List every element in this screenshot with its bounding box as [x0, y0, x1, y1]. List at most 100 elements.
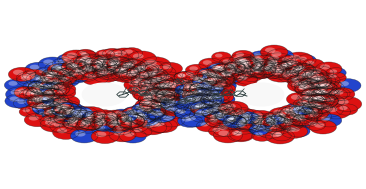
Circle shape [227, 113, 249, 124]
Circle shape [55, 113, 65, 118]
Circle shape [196, 96, 206, 101]
Circle shape [249, 125, 269, 135]
Circle shape [154, 111, 164, 116]
Circle shape [268, 60, 277, 65]
Circle shape [106, 68, 116, 73]
Circle shape [122, 116, 132, 122]
Circle shape [52, 102, 81, 117]
Circle shape [307, 77, 327, 88]
Circle shape [247, 64, 276, 79]
Circle shape [311, 90, 321, 95]
Circle shape [46, 71, 57, 77]
Circle shape [156, 85, 163, 89]
Circle shape [264, 58, 288, 71]
Circle shape [278, 68, 298, 79]
Circle shape [150, 77, 170, 88]
Circle shape [147, 120, 172, 132]
Circle shape [69, 117, 78, 122]
Circle shape [157, 88, 181, 100]
Circle shape [305, 97, 314, 101]
Circle shape [102, 66, 128, 79]
Circle shape [182, 88, 208, 101]
Circle shape [297, 94, 318, 105]
Circle shape [262, 113, 282, 123]
Circle shape [239, 58, 247, 62]
Circle shape [211, 100, 231, 110]
Circle shape [194, 77, 205, 82]
Circle shape [230, 67, 241, 73]
Circle shape [184, 95, 210, 108]
Circle shape [152, 122, 161, 127]
Circle shape [210, 64, 236, 77]
Circle shape [220, 112, 228, 116]
Circle shape [75, 109, 83, 113]
Circle shape [218, 115, 226, 119]
Circle shape [160, 103, 185, 116]
Circle shape [313, 88, 335, 99]
Circle shape [10, 96, 20, 102]
Circle shape [272, 68, 291, 78]
Circle shape [201, 90, 209, 94]
Circle shape [147, 101, 156, 106]
Circle shape [108, 64, 127, 74]
Circle shape [14, 98, 36, 109]
Circle shape [219, 65, 229, 70]
Circle shape [128, 112, 138, 116]
Circle shape [308, 100, 327, 110]
Circle shape [48, 84, 58, 90]
Circle shape [160, 91, 167, 95]
Circle shape [158, 83, 170, 89]
Circle shape [74, 55, 104, 71]
Circle shape [79, 51, 86, 55]
Circle shape [48, 109, 56, 113]
Circle shape [229, 118, 236, 122]
Circle shape [154, 96, 175, 107]
Circle shape [136, 114, 147, 119]
Circle shape [201, 83, 224, 95]
Circle shape [163, 98, 171, 102]
Circle shape [59, 106, 88, 121]
Circle shape [216, 68, 246, 83]
Circle shape [236, 60, 247, 65]
Circle shape [21, 76, 31, 81]
Circle shape [253, 126, 260, 130]
Circle shape [281, 58, 306, 71]
Circle shape [287, 76, 310, 87]
Circle shape [113, 65, 139, 78]
Circle shape [212, 107, 220, 111]
Circle shape [221, 70, 232, 76]
Circle shape [82, 119, 92, 124]
Circle shape [254, 53, 261, 57]
Circle shape [315, 75, 327, 81]
Circle shape [212, 52, 231, 62]
Circle shape [82, 64, 102, 74]
Circle shape [208, 83, 232, 95]
Circle shape [311, 88, 339, 101]
Circle shape [326, 107, 337, 112]
Circle shape [321, 116, 330, 121]
Circle shape [124, 71, 135, 77]
Circle shape [196, 90, 205, 94]
Circle shape [308, 102, 330, 114]
Circle shape [326, 90, 336, 95]
Circle shape [186, 86, 194, 90]
Circle shape [97, 69, 104, 73]
Circle shape [208, 72, 235, 86]
Circle shape [45, 74, 54, 79]
Circle shape [199, 70, 206, 74]
Circle shape [160, 85, 167, 88]
Circle shape [75, 69, 86, 75]
Circle shape [107, 50, 127, 60]
Circle shape [253, 113, 263, 118]
Circle shape [334, 79, 361, 92]
Circle shape [207, 90, 234, 104]
Circle shape [251, 113, 272, 124]
Circle shape [92, 59, 117, 73]
Circle shape [53, 95, 80, 109]
Circle shape [147, 71, 155, 76]
Circle shape [186, 72, 194, 76]
Circle shape [197, 75, 226, 90]
Circle shape [156, 91, 166, 97]
Circle shape [282, 57, 291, 62]
Circle shape [40, 103, 49, 108]
